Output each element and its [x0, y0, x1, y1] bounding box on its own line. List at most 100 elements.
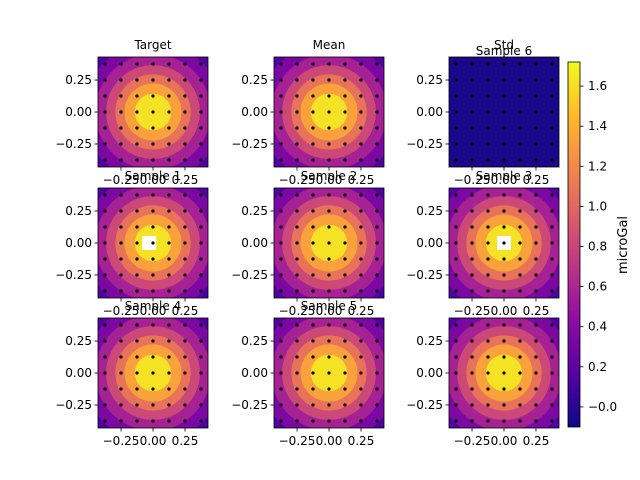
observation-point: [183, 257, 187, 261]
x-tick-label: 0.00: [491, 304, 518, 318]
observation-point: [295, 289, 299, 293]
observation-point: [183, 142, 187, 146]
x-tick-label: −0.25: [103, 304, 140, 318]
observation-point: [359, 126, 363, 130]
observation-point: [199, 387, 203, 391]
observation-point: [327, 225, 331, 229]
observation-point: [359, 62, 363, 66]
observation-point: [327, 323, 331, 327]
observation-point: [119, 78, 123, 82]
observation-point: [135, 225, 139, 229]
observation-point: [550, 273, 554, 277]
observation-point: [359, 273, 363, 277]
observation-point: [199, 110, 203, 114]
observation-point: [167, 323, 171, 327]
observation-point: [327, 371, 331, 375]
y-tick-label: 0.25: [65, 73, 92, 87]
observation-point: [327, 241, 331, 245]
observation-point: [470, 339, 474, 343]
observation-point: [343, 289, 347, 293]
observation-point: [311, 257, 315, 261]
colorbar-gradient: [567, 61, 581, 428]
observation-point: [103, 355, 107, 359]
observation-point: [135, 110, 139, 114]
observation-point: [327, 193, 331, 197]
x-tick-label: 0.25: [172, 173, 199, 187]
observation-point: [343, 339, 347, 343]
observation-point: [534, 209, 538, 213]
observation-point: [550, 158, 554, 162]
observation-point: [151, 62, 155, 66]
observation-point: [167, 158, 171, 162]
observation-point: [486, 62, 490, 66]
observation-point: [454, 110, 458, 114]
observation-point: [295, 323, 299, 327]
observation-point: [502, 371, 506, 375]
observation-point: [486, 126, 490, 130]
observation-point: [295, 403, 299, 407]
observation-point: [295, 193, 299, 197]
observation-point: [199, 273, 203, 277]
x-tick-label: 0.25: [172, 434, 199, 448]
observation-point: [518, 126, 522, 130]
observation-point: [167, 225, 171, 229]
observation-point: [135, 339, 139, 343]
colorbar-tick-label: 0.4: [588, 320, 607, 334]
observation-point: [343, 323, 347, 327]
observation-point: [454, 193, 458, 197]
observation-point: [502, 126, 506, 130]
observation-point: [151, 209, 155, 213]
observation-point: [502, 158, 506, 162]
observation-point: [359, 371, 363, 375]
observation-point: [518, 387, 522, 391]
observation-point: [518, 78, 522, 82]
observation-point: [518, 419, 522, 423]
observation-point: [119, 110, 123, 114]
observation-point: [327, 78, 331, 82]
observation-point: [135, 209, 139, 213]
observation-point: [375, 78, 379, 82]
observation-point: [359, 94, 363, 98]
observation-point: [279, 62, 283, 66]
observation-point: [199, 371, 203, 375]
observation-point: [103, 387, 107, 391]
observation-point: [359, 209, 363, 213]
missing-data-patch: [142, 236, 157, 250]
observation-point: [167, 241, 171, 245]
x-tick-label: 0.00: [140, 304, 167, 318]
x-tick-label: 0.25: [523, 434, 550, 448]
observation-point: [534, 193, 538, 197]
observation-point: [103, 225, 107, 229]
observation-point: [167, 257, 171, 261]
observation-point: [295, 339, 299, 343]
observation-point: [103, 241, 107, 245]
observation-point: [183, 126, 187, 130]
observation-point: [167, 78, 171, 82]
observation-point: [327, 142, 331, 146]
observation-point: [343, 62, 347, 66]
observation-point: [534, 158, 538, 162]
observation-point: [119, 62, 123, 66]
observation-point: [550, 110, 554, 114]
observation-point: [343, 273, 347, 277]
observation-point: [502, 78, 506, 82]
observation-point: [502, 289, 506, 293]
observation-point: [502, 339, 506, 343]
colorbar-tick-label: −0.0: [588, 400, 617, 414]
colorbar-tick-label: 1.0: [588, 199, 607, 213]
observation-point: [119, 225, 123, 229]
observation-point: [199, 126, 203, 130]
observation-point: [311, 209, 315, 213]
x-tick-label: −0.25: [103, 173, 140, 187]
observation-point: [151, 78, 155, 82]
observation-point: [279, 209, 283, 213]
observation-point: [119, 273, 123, 277]
observation-point: [375, 387, 379, 391]
observation-point: [183, 241, 187, 245]
observation-point: [327, 419, 331, 423]
